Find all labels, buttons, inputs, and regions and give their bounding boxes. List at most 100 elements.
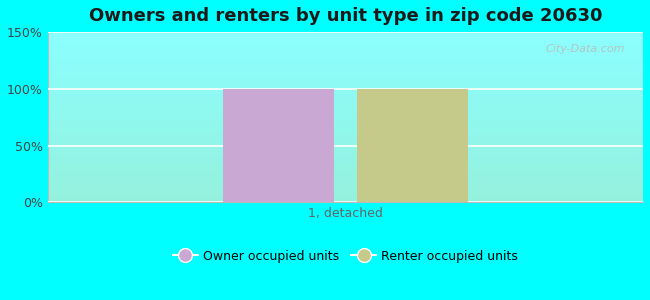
Bar xyxy=(47,86,643,87)
Bar xyxy=(47,141,643,142)
Bar xyxy=(47,108,643,109)
Bar xyxy=(47,136,643,137)
Bar xyxy=(47,93,643,94)
Bar xyxy=(47,95,643,96)
Bar xyxy=(47,120,643,121)
Bar xyxy=(47,72,643,73)
Bar xyxy=(47,118,643,119)
Bar xyxy=(47,200,643,201)
Bar xyxy=(47,76,643,77)
Bar xyxy=(47,158,643,159)
Bar xyxy=(47,38,643,39)
Bar xyxy=(47,161,643,162)
Bar xyxy=(47,117,643,118)
Legend: Owner occupied units, Renter occupied units: Owner occupied units, Renter occupied un… xyxy=(168,244,523,268)
Bar xyxy=(47,149,643,150)
Bar xyxy=(47,90,643,91)
Bar xyxy=(47,193,643,194)
Bar xyxy=(47,173,643,174)
Bar xyxy=(47,47,643,48)
Bar xyxy=(47,188,643,189)
Bar xyxy=(47,106,643,107)
Bar xyxy=(47,112,643,113)
Bar xyxy=(47,168,643,169)
Bar xyxy=(47,48,643,49)
Bar xyxy=(47,42,643,43)
Bar xyxy=(47,59,643,60)
Bar xyxy=(47,145,643,146)
Bar xyxy=(47,126,643,127)
Bar xyxy=(47,122,643,123)
Bar xyxy=(47,178,643,179)
Bar xyxy=(47,53,643,54)
Bar xyxy=(47,109,643,110)
Bar xyxy=(47,92,643,93)
Bar xyxy=(47,113,643,114)
Bar xyxy=(47,70,643,71)
Bar xyxy=(47,51,643,52)
Bar xyxy=(47,166,643,167)
Bar xyxy=(47,129,643,130)
Bar xyxy=(47,52,643,53)
Bar xyxy=(47,94,643,95)
Bar xyxy=(47,65,643,66)
Bar xyxy=(47,179,643,180)
Bar xyxy=(47,115,643,116)
Bar xyxy=(47,87,643,88)
Bar xyxy=(47,134,643,135)
Bar xyxy=(47,183,643,184)
Bar xyxy=(47,198,643,199)
Bar xyxy=(47,165,643,166)
Bar xyxy=(47,150,643,151)
Bar xyxy=(47,35,643,36)
Bar xyxy=(47,44,643,45)
Bar xyxy=(47,41,643,42)
Bar xyxy=(47,182,643,183)
Bar xyxy=(47,146,643,147)
Bar xyxy=(47,121,643,122)
Bar xyxy=(47,89,643,90)
Bar xyxy=(47,57,643,58)
Bar xyxy=(47,82,643,83)
Bar xyxy=(47,181,643,182)
Bar xyxy=(47,191,643,192)
Bar xyxy=(47,103,643,104)
Bar xyxy=(47,39,643,40)
Bar xyxy=(47,140,643,141)
Bar xyxy=(47,123,643,124)
Bar xyxy=(47,175,643,176)
Bar xyxy=(47,77,643,78)
Bar xyxy=(47,138,643,139)
Bar xyxy=(47,131,643,132)
Bar xyxy=(47,40,643,41)
Bar xyxy=(47,80,643,81)
Bar xyxy=(47,163,643,164)
Bar xyxy=(47,125,643,126)
Bar xyxy=(47,192,643,193)
Bar xyxy=(47,164,643,165)
Bar xyxy=(47,67,643,68)
Bar xyxy=(47,172,643,173)
Bar xyxy=(47,130,643,131)
Bar xyxy=(47,73,643,74)
Bar xyxy=(47,174,643,175)
Bar xyxy=(47,133,643,134)
Bar xyxy=(47,79,643,80)
Bar xyxy=(47,194,643,195)
Bar xyxy=(47,119,643,120)
Bar xyxy=(47,197,643,198)
Bar xyxy=(47,195,643,196)
Bar xyxy=(47,159,643,160)
Bar xyxy=(47,81,643,82)
Bar xyxy=(47,78,643,79)
Bar xyxy=(47,98,643,99)
Bar xyxy=(47,60,643,61)
Bar xyxy=(47,110,643,111)
Bar xyxy=(47,55,643,56)
Bar xyxy=(47,43,643,44)
Bar xyxy=(47,144,643,145)
Bar xyxy=(47,97,643,98)
Bar xyxy=(47,177,643,178)
Bar xyxy=(47,54,643,55)
Bar xyxy=(47,170,643,171)
